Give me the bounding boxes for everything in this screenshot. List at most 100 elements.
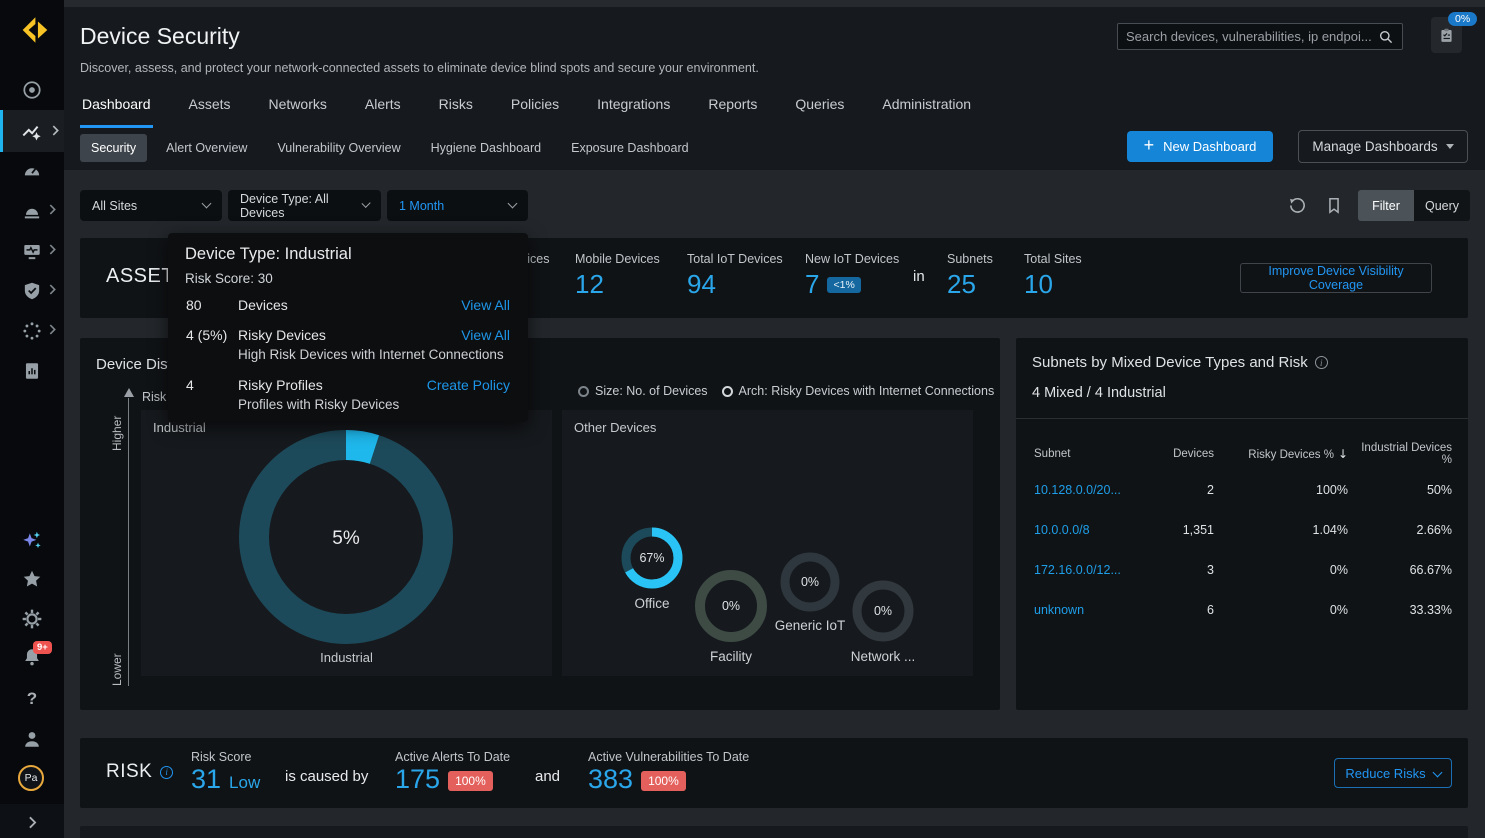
tab-dashboard[interactable]: Dashboard (80, 88, 153, 128)
radar-icon[interactable] (19, 77, 45, 103)
new-dashboard-button[interactable]: + New Dashboard (1127, 131, 1273, 162)
info-icon[interactable]: i (160, 765, 174, 779)
search-box (1117, 23, 1403, 50)
industrial-donut-chart[interactable]: 5% (239, 430, 453, 644)
active-vulns-group: Active Vulnerabilities To Date 383 100% (588, 750, 750, 794)
col-risky[interactable]: Risky Devices % ↓ (1248, 447, 1348, 461)
axis-arrow (124, 388, 134, 397)
star-icon[interactable] (19, 566, 45, 592)
info-icon[interactable]: i (1314, 356, 1328, 369)
tab-alerts[interactable]: Alerts (364, 96, 401, 112)
tab-policies[interactable]: Policies (510, 96, 560, 112)
chevron-right-icon[interactable] (47, 204, 59, 216)
avatar[interactable]: Pa (18, 765, 44, 791)
bookmark-icon[interactable] (1325, 196, 1343, 215)
table-row: 172.16.0.0/12... 3 0% 66.67% (1034, 563, 1452, 577)
search-icon[interactable] (1378, 29, 1394, 45)
radio-size[interactable]: Size: No. of Devices (578, 384, 708, 398)
risk-score-group: Risk Score 31 Low (191, 750, 261, 794)
filter-toggle[interactable]: Filter (1358, 190, 1414, 221)
page-subtitle: Discover, assess, and protect your netwo… (80, 61, 759, 75)
subnet-link[interactable]: 10.0.0.0/8 (1034, 523, 1090, 537)
tab-queries[interactable]: Queries (795, 96, 845, 112)
risk-panel: RISK i Risk Score 31 Low is caused by Act… (80, 738, 1468, 808)
col-industrial[interactable]: Industrial Devices % (1361, 442, 1452, 466)
chevron-right-icon[interactable] (47, 244, 59, 256)
radio-arch[interactable]: Arch: Risky Devices with Internet Connec… (721, 384, 994, 398)
subtab-exposure-dashboard[interactable]: Exposure Dashboard (571, 141, 689, 155)
filter-query-toggle: Filter Query (1358, 190, 1470, 221)
tooltip-risk-score: Risk Score: 30 (185, 271, 273, 286)
tab-integrations[interactable]: Integrations (597, 96, 671, 112)
axis-label-higher: Higher (110, 415, 124, 451)
bubble-facility[interactable]: 0% (694, 569, 768, 643)
help-icon[interactable]: ? (26, 689, 38, 708)
col-subnet[interactable]: Subnet (1034, 448, 1071, 460)
device-type-filter-dropdown[interactable]: Device Type: All Devices (228, 190, 381, 221)
subtab-alert-overview[interactable]: Alert Overview (166, 141, 248, 155)
time-range-dropdown[interactable]: 1 Month (387, 190, 528, 221)
search-input[interactable] (1126, 29, 1378, 44)
table-row: 10.128.0.0/20... 2 100% 50% (1034, 483, 1452, 497)
col-devices[interactable]: Devices (1173, 448, 1214, 460)
create-policy-link[interactable]: Create Policy (426, 377, 510, 393)
industrial-chart-box: Industrial 5% Industrial (141, 410, 552, 676)
subnets-panel-title: Subnets by Mixed Device Types and Risk i (1032, 354, 1328, 371)
tab-networks[interactable]: Networks (268, 96, 327, 112)
sites-filter-dropdown[interactable]: All Sites (80, 190, 222, 221)
subnets-panel: Subnets by Mixed Device Types and Risk i… (1016, 338, 1468, 710)
subnets-table-body: 10.128.0.0/20... 2 100% 50% 10.0.0.0/8 1… (1034, 470, 1452, 630)
axis-label-risk: Risk (142, 390, 167, 404)
risk-panel-title: RISK i (106, 761, 174, 783)
gauge-icon[interactable] (19, 158, 45, 184)
view-all-risky-devices-link[interactable]: View All (461, 327, 510, 343)
tab-assets[interactable]: Assets (188, 96, 231, 112)
subtab-security[interactable]: Security (80, 134, 148, 162)
chevron-right-icon[interactable] (47, 284, 59, 296)
sidebar-collapse-bar (0, 804, 64, 838)
bubble-network[interactable]: 0% (852, 580, 914, 642)
dotted-circle-icon[interactable] (19, 318, 45, 344)
subtab-hygiene-dashboard[interactable]: Hygiene Dashboard (430, 141, 542, 155)
chevron-down-icon (507, 198, 518, 209)
sparkles-icon[interactable] (19, 528, 45, 554)
armis-logo-icon[interactable] (14, 12, 50, 48)
subnet-link[interactable]: 172.16.0.0/12... (1034, 563, 1121, 577)
tab-risks[interactable]: Risks (438, 96, 473, 112)
activity-monitor-icon[interactable] (19, 238, 45, 264)
donut-center-value: 5% (332, 528, 360, 549)
shield-check-icon[interactable] (19, 278, 45, 304)
axis-label-lower: Lower (110, 653, 124, 686)
tooltip-title: Device Type: Industrial (185, 245, 352, 263)
reduce-risks-button[interactable]: Reduce Risks (1334, 758, 1452, 788)
subnet-link[interactable]: 10.128.0.0/20... (1034, 483, 1121, 497)
caused-by-text: is caused by (285, 768, 369, 785)
subnets-subtitle: 4 Mixed / 4 Industrial (1032, 385, 1166, 401)
view-all-devices-link[interactable]: View All (461, 297, 510, 313)
gear-icon[interactable] (19, 606, 45, 632)
query-toggle[interactable]: Query (1414, 190, 1470, 221)
device-type-tooltip: Device Type: Industrial Risk Score: 30 8… (168, 233, 528, 422)
chevron-right-icon[interactable] (50, 125, 62, 137)
report-icon[interactable] (19, 358, 45, 384)
other-devices-chart-box: Other Devices 67% Office 0% Facility 0% … (562, 410, 973, 676)
tab-administration[interactable]: Administration (882, 96, 972, 112)
sidebar-item-device-security[interactable] (0, 110, 64, 152)
table-row: unknown 6 0% 33.33% (1034, 603, 1452, 617)
bubble-generic-iot[interactable]: 0% (780, 552, 840, 612)
user-icon[interactable] (19, 726, 45, 752)
subnet-link[interactable]: unknown (1034, 603, 1085, 617)
tab-reports[interactable]: Reports (708, 96, 758, 112)
bubble-label-network: Network ... (850, 649, 916, 664)
bubble-office[interactable]: 67% (621, 527, 683, 589)
subtab-vulnerability-overview[interactable]: Vulnerability Overview (277, 141, 401, 155)
bubble-label-facility: Facility (709, 649, 752, 664)
manage-dashboards-button[interactable]: Manage Dashboards (1298, 130, 1468, 163)
improve-visibility-button[interactable]: Improve Device Visibility Coverage (1240, 263, 1432, 293)
collapse-chevron-icon[interactable] (19, 809, 45, 835)
reset-filters-icon[interactable] (1288, 196, 1307, 215)
chevron-right-icon[interactable] (47, 324, 59, 336)
table-row: 10.0.0.0/8 1,351 1.04% 2.66% (1034, 523, 1452, 537)
stat-total-sites: Total Sites 10 (1024, 252, 1082, 299)
alarm-icon[interactable] (19, 198, 45, 224)
